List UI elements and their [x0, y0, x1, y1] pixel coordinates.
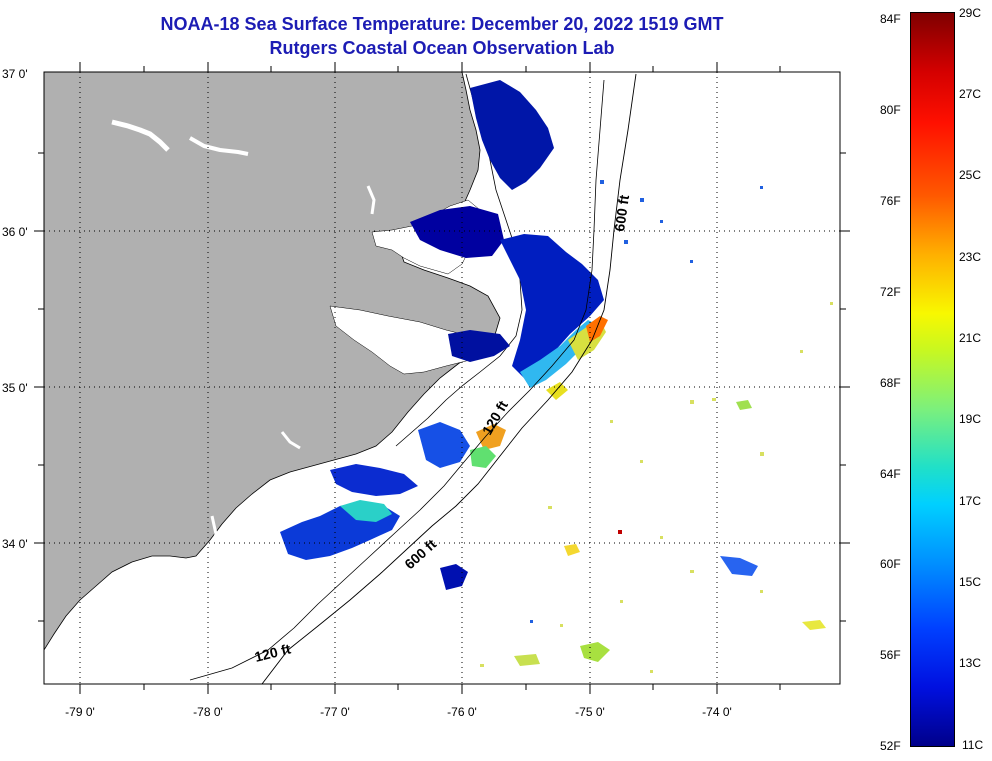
lat-label: 36 0': [2, 225, 28, 239]
colorbar-c-label: 17C: [959, 494, 982, 508]
isobath-label-600ft: 600 ft: [611, 194, 632, 233]
inland-river: [206, 515, 218, 561]
isobath-600ft-line: [261, 73, 637, 684]
colorbar-c-label: 29C: [959, 6, 982, 20]
inland-river: [280, 431, 301, 450]
colorbar-f-label: 84F: [880, 12, 901, 26]
map-ticks: [34, 62, 850, 694]
map-title: NOAA-18 Sea Surface Temperature: Decembe…: [160, 14, 724, 34]
colorbar-f-label: 60F: [880, 557, 901, 571]
lon-label: -75 0': [575, 705, 605, 719]
colorbar-c-label: 19C: [959, 412, 982, 426]
isobath-120ft-line: [189, 79, 605, 681]
lon-label: -79 0': [65, 705, 95, 719]
barrier-island: [395, 73, 523, 447]
colorbar-f-label: 52F: [880, 739, 901, 753]
lat-label: 37 0': [2, 67, 28, 81]
inland-river: [189, 136, 249, 156]
colorbar-f-label: 76F: [880, 194, 901, 208]
map-gridlines: [44, 72, 840, 684]
sst-scattered-blue-pixels: [530, 180, 763, 623]
sst-cold-patches: [280, 80, 758, 590]
temperature-colorbar: [910, 12, 955, 747]
colorbar-c-label: 27C: [959, 87, 982, 101]
colorbar-c-label: 15C: [959, 575, 982, 589]
colorbar-c-label: 21C: [959, 331, 982, 345]
map-frame: [43, 71, 841, 685]
lon-label: -74 0': [702, 705, 732, 719]
colorbar-f-label: 64F: [880, 467, 901, 481]
lon-label: -78 0': [193, 705, 223, 719]
colorbar-c-label: 25C: [959, 168, 982, 182]
colorbar-f-label: 80F: [880, 103, 901, 117]
map-subtitle: Rutgers Coastal Ocean Observation Lab: [269, 38, 615, 58]
colorbar-c-label: 13C: [959, 656, 982, 670]
inland-river: [111, 119, 170, 152]
colorbar-f-label: 56F: [880, 648, 901, 662]
inland-river: [366, 185, 376, 215]
lon-label: -76 0': [447, 705, 477, 719]
colorbar-c-label: 23C: [959, 250, 982, 264]
colorbar-f-label: 68F: [880, 376, 901, 390]
colorbar-c-label: 11C: [962, 738, 984, 752]
lon-label: -77 0': [320, 705, 350, 719]
sst-hot-pixel: [618, 530, 622, 534]
sst-scattered-pixels: [480, 302, 833, 673]
lat-label: 35 0': [2, 381, 28, 395]
colorbar-f-label: 72F: [880, 285, 901, 299]
lat-label: 34 0': [2, 537, 28, 551]
